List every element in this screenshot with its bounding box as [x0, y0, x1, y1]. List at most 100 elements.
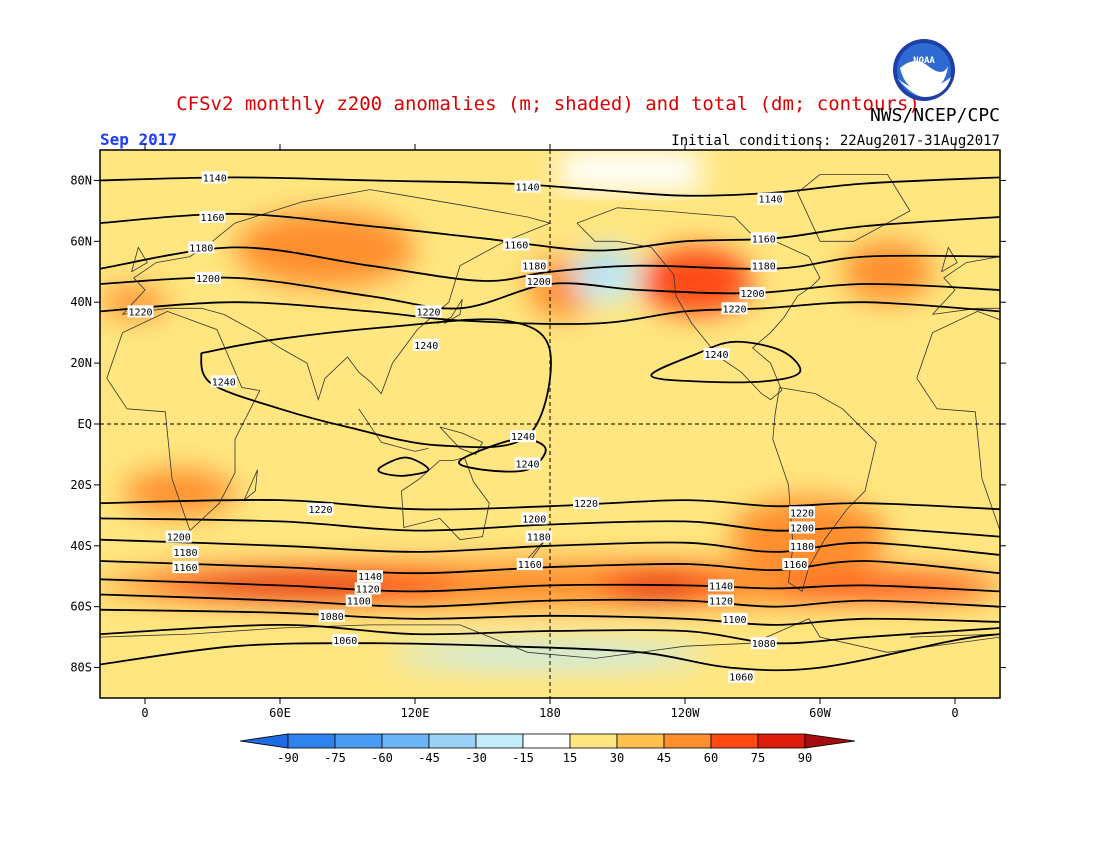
colorbar-label: 60 — [704, 751, 718, 765]
contour-label-box — [413, 338, 440, 351]
contour-label-box — [415, 305, 442, 318]
contour-1200 — [100, 517, 1000, 538]
lon-label: 60W — [809, 706, 831, 720]
contour-1100 — [100, 608, 1000, 626]
contour-label: 1180 — [752, 262, 776, 273]
colorbar-swatch — [287, 733, 336, 749]
contour-label: 1160 — [173, 563, 197, 574]
anomaly-blob — [730, 497, 888, 577]
colorbar-label: 90 — [798, 751, 812, 765]
contour-label: 1160 — [752, 234, 776, 245]
contour-label: 1080 — [320, 612, 344, 623]
contour-label-box — [789, 521, 815, 534]
contour-label: 1160 — [200, 213, 224, 224]
contour-label-box — [750, 259, 777, 272]
contour-label-box — [332, 634, 359, 647]
anomaly-blob — [617, 579, 697, 601]
contour-label-box — [514, 180, 541, 193]
contour-label: 1220 — [574, 499, 598, 510]
colorbar-swatch — [428, 733, 477, 749]
lon-label: 180 — [539, 706, 561, 720]
contour-label-box — [750, 637, 777, 650]
anomaly-blob — [775, 576, 1000, 601]
colorbar-swatch — [522, 733, 571, 749]
contour-label: 1240 — [511, 432, 535, 443]
contour-label-box — [739, 287, 766, 300]
lon-label: 0 — [951, 706, 958, 720]
colorbar-swatch — [757, 733, 806, 749]
coastline — [131, 246, 148, 273]
colorbar-label: 45 — [657, 751, 671, 765]
colorbar-swatch — [663, 733, 712, 749]
contour-label-box — [521, 259, 548, 272]
coastline — [439, 426, 484, 455]
contour-1140 — [100, 176, 1000, 197]
contour-label: 1060 — [333, 636, 357, 647]
contour-label-box — [789, 539, 815, 552]
contour-label: 1180 — [522, 262, 546, 273]
noaa-logo: NOAA — [893, 39, 955, 101]
contour-label: 1100 — [722, 615, 746, 626]
lat-label: 60S — [70, 600, 92, 614]
colorbar-label: 15 — [563, 751, 577, 765]
contour-label-box — [357, 570, 383, 583]
contour-label: 1200 — [527, 277, 551, 288]
contour-label-box — [510, 430, 536, 443]
axis-ticks-and-labels: 80N 60N 40N 20N EQ 20S 40S 60S 80S 0 60E 120E 180 120… — [70, 144, 1006, 720]
colorbar-swatch — [475, 733, 524, 749]
contour-label-box — [195, 271, 221, 284]
contour-label: 1220 — [416, 307, 440, 318]
anomaly-blob — [842, 241, 933, 303]
contour-label-box — [318, 609, 345, 622]
contour-label: 1200 — [522, 514, 546, 525]
contour-label-box — [199, 210, 226, 223]
contour-label: 1100 — [347, 597, 371, 608]
contour-label-box — [127, 305, 154, 318]
contour-label: 1140 — [358, 572, 382, 583]
contour-label-box — [721, 612, 748, 625]
anomaly-shading — [100, 150, 1000, 668]
contour-label-box — [721, 302, 748, 315]
coastline — [100, 618, 1000, 659]
lon-label: 0 — [141, 706, 148, 720]
contour-label: 1140 — [709, 581, 733, 592]
contour-1180 — [100, 246, 1000, 282]
lat-label: 40N — [70, 295, 92, 309]
contour-label-box — [521, 512, 548, 525]
contour-label-box — [708, 579, 734, 592]
contour-label-box — [782, 558, 809, 571]
colorbar-swatch — [334, 733, 383, 749]
map-area: 1140 1140 1140 1160 1160 1160 1180 1180 1180 1200… — [70, 144, 1068, 720]
colorbar-label: -60 — [371, 751, 393, 765]
coastline — [797, 174, 911, 242]
lat-label: 80S — [70, 661, 92, 675]
anomaly-blob — [640, 247, 753, 315]
anomaly-blob — [235, 210, 415, 287]
contour-label-box — [354, 582, 381, 595]
contour-1240 — [377, 456, 430, 477]
coastline — [1054, 470, 1068, 500]
lat-label: 40S — [70, 539, 92, 553]
contour-label: 1240 — [515, 460, 539, 471]
contour-1140 — [100, 578, 1000, 593]
contour-label: 1160 — [518, 560, 542, 571]
contour-1120 — [100, 593, 1000, 608]
anomaly-blob — [122, 469, 235, 516]
contour-label-box — [210, 375, 237, 388]
colorbar-label: 30 — [610, 751, 624, 765]
contour-label: 1120 — [709, 597, 733, 608]
colorbar-swatch — [381, 733, 430, 749]
contour-label-box — [172, 545, 199, 558]
colorbar-swatch — [710, 733, 759, 749]
contour-label-box — [345, 594, 372, 607]
contour-label: 1140 — [515, 183, 539, 194]
contour-label: 1120 — [356, 584, 380, 595]
lat-label: EQ — [78, 417, 92, 431]
contour-label-box — [573, 497, 599, 510]
contour-1060 — [100, 633, 1000, 672]
anomaly-blob — [560, 150, 700, 192]
contour-label-box — [172, 561, 199, 574]
contour-label-box — [789, 506, 815, 519]
colorbar-label: -30 — [465, 751, 487, 765]
contour-label-box — [708, 594, 734, 607]
